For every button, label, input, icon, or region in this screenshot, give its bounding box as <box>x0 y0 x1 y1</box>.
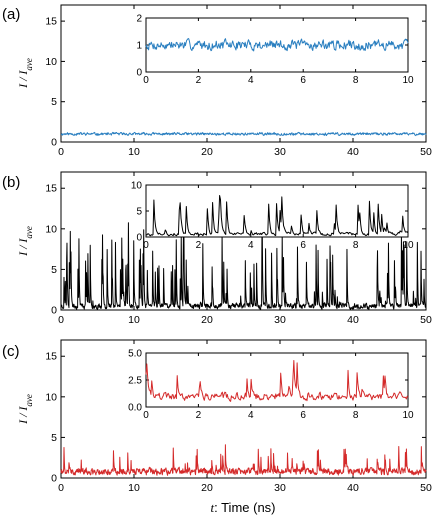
panel-c-inset-xtick-label: 4 <box>248 410 254 421</box>
panel-a-inset-xtick-label: 10 <box>402 75 414 86</box>
panel-b-xtick-label: 0 <box>58 314 64 326</box>
panel-c-xtick-label: 40 <box>347 482 359 494</box>
panel-c-inset-xtick-label: 2 <box>196 410 202 421</box>
panel-b-inset-ytick-label: 5 <box>136 207 142 218</box>
panel-b-inset-xtick-label: 8 <box>353 240 359 251</box>
x-axis-label: t: Time (ns) <box>210 500 275 515</box>
panel-a-xtick-label: 20 <box>201 146 213 158</box>
panel-c-inset-ytick-label: 5.0 <box>128 349 142 360</box>
panel-c-inset-ytick-label: 0.0 <box>128 403 142 414</box>
panel-a-ylabel: I / Iave <box>16 58 34 89</box>
panel-a-ytick-label: 5 <box>51 96 57 108</box>
panel-a-inset-ytick-label: 1 <box>136 41 142 52</box>
panel-a-inset-axes: 0 2 4 6 8 10 0 1 2 <box>136 14 414 87</box>
panel-c-xtick-label: 30 <box>274 482 286 494</box>
panel-a-ytick-label: 10 <box>45 56 57 68</box>
panel-a-inset-xtick-label: 0 <box>143 75 149 86</box>
panel-b-ytick-label: 0 <box>51 305 57 317</box>
panel-c-xtick-label: 0 <box>58 482 64 494</box>
panel-a-xtick-label: 30 <box>274 146 286 158</box>
panel-c-ylabel: I / Iave <box>16 394 34 425</box>
panel-a-xtick-label: 10 <box>128 146 140 158</box>
panel-b-ytick-label: 5 <box>51 264 57 276</box>
panel-c-label: (c) <box>2 343 20 360</box>
panel-c-inset-ytick-label: 2.5 <box>128 376 142 387</box>
panel-b-inset-series-line <box>145 195 409 237</box>
panel-a-ytick-label: 0 <box>51 137 57 149</box>
panel-b-series-line <box>60 222 427 310</box>
panel-a-inset-ytick-label: 0 <box>136 68 142 79</box>
panel-b-ytick-label: 10 <box>45 223 57 235</box>
panel-c-inset-xtick-label: 6 <box>300 410 306 421</box>
panel-c-ytick-label: 15 <box>45 351 57 363</box>
panel-a-inset-xtick-label: 6 <box>300 75 306 86</box>
panel-b-ytick-label: 15 <box>45 183 57 195</box>
panel-b-inset-xtick-label: 10 <box>402 240 414 251</box>
panel-c-xtick-label: 20 <box>201 482 213 494</box>
panel-a-inset-series-line <box>145 38 409 52</box>
panel-a-xtick-label: 40 <box>347 146 359 158</box>
panel-a-inset-ytick-label: 2 <box>136 14 142 25</box>
panel-b-xtick-label: 40 <box>347 314 359 326</box>
panel-c-inset-xtick-label: 0 <box>143 410 149 421</box>
panel-c-inset-axes: 0 2 4 6 8 10 0.0 2.5 5.0 <box>128 349 414 422</box>
panel-b-inset-ytick-label: 0 <box>136 233 142 244</box>
panel-c-inset-series-line <box>145 359 409 402</box>
panel-c-inset-xtick-label: 10 <box>402 410 414 421</box>
panel-c-series-line <box>60 444 427 476</box>
panel-b-label: (b) <box>2 174 20 191</box>
panel-a-inset-xtick-label: 2 <box>196 75 202 86</box>
panel-c-xtick-label: 10 <box>128 482 140 494</box>
panel-a-xtick-label: 50 <box>420 146 432 158</box>
panel-b-xtick-label: 50 <box>420 314 432 326</box>
panel-b-inset-axes: 0 2 4 6 8 10 0 5 10 <box>131 181 414 252</box>
panel-c-xtick-label: 50 <box>420 482 432 494</box>
panel-c-ytick-label: 10 <box>45 391 57 403</box>
panel-b-xtick-label: 30 <box>274 314 286 326</box>
panel-a-inset-xtick-label: 8 <box>353 75 359 86</box>
panel-b-inset-ytick-label: 10 <box>131 181 143 192</box>
panel-b-inset-xtick-label: 6 <box>300 240 306 251</box>
panel-b-ylabel: I / Iave <box>16 226 34 257</box>
panel-c-ytick-label: 0 <box>51 473 57 485</box>
panel-a-xtick-label: 0 <box>58 146 64 158</box>
panel-a-ytick-label: 15 <box>45 16 57 28</box>
panel-b-inset-xtick-label: 4 <box>248 240 254 251</box>
panel-c-inset-xtick-label: 8 <box>353 410 359 421</box>
panel-b-xtick-label: 20 <box>201 314 213 326</box>
panel-c-ytick-label: 5 <box>51 432 57 444</box>
panel-a-inset-xtick-label: 4 <box>248 75 254 86</box>
panel-b-inset-xtick-label: 0 <box>143 240 149 251</box>
panel-b-inset-xtick-label: 2 <box>196 240 202 251</box>
panel-b-xtick-label: 10 <box>128 314 140 326</box>
panel-a-label: (a) <box>2 6 20 23</box>
panel-a-series-line <box>60 131 427 137</box>
